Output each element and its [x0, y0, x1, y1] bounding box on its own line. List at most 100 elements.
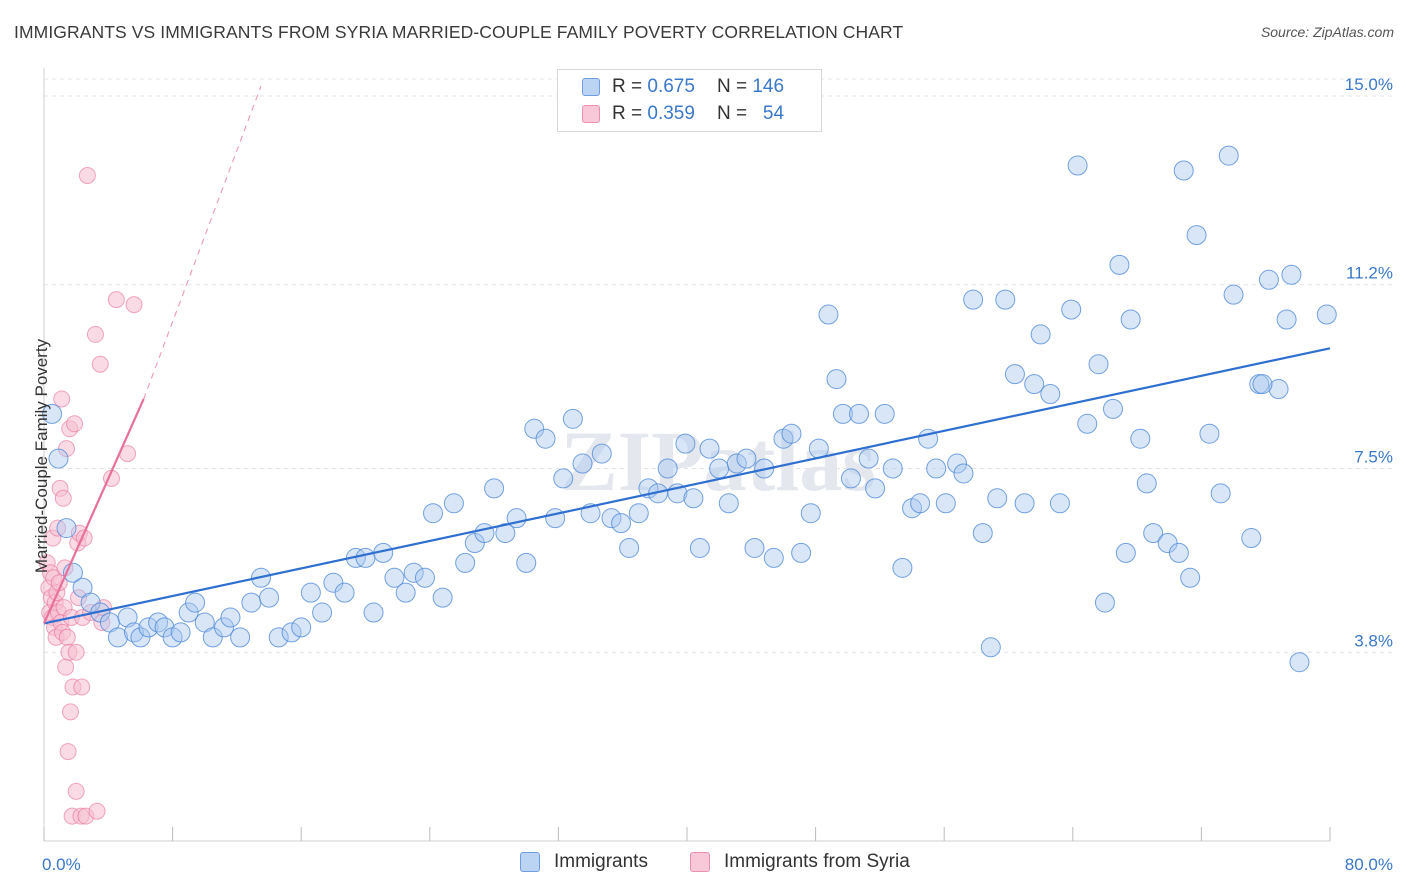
syria-point [78, 166, 96, 184]
immigrants-point [553, 468, 574, 489]
immigrants-point [736, 448, 757, 469]
legend-label-syria: Immigrants from Syria [723, 851, 910, 872]
y-axis-label: Married-Couple Family Poverty [32, 338, 51, 574]
immigrants-point [214, 617, 235, 638]
immigrants-point [1168, 542, 1189, 563]
immigrants-point [840, 468, 861, 489]
immigrants-point [443, 493, 464, 514]
syria-point [73, 678, 91, 696]
immigrants-point [744, 537, 765, 558]
immigrants-point [572, 453, 593, 474]
immigrants-point [910, 493, 931, 514]
immigrants-point [699, 438, 720, 459]
immigrants-point [1077, 413, 1098, 434]
legend-n-label: N = [716, 103, 748, 124]
immigrants-point [1210, 483, 1231, 504]
immigrants-point [1276, 309, 1297, 330]
immigrants-point [763, 547, 784, 568]
immigrants-point [1241, 528, 1262, 549]
x-tick-label: 0.0% [42, 855, 81, 874]
immigrants-point [709, 458, 730, 479]
legend-r-label: R = [612, 76, 643, 97]
immigrants-point [849, 403, 870, 424]
immigrants-point [683, 488, 704, 509]
immigrants-point [117, 607, 138, 628]
legend-r-value: 0.675 [647, 76, 695, 97]
immigrants-point [42, 403, 63, 424]
immigrants-point [1316, 304, 1337, 325]
immigrants-point [259, 587, 280, 608]
syria-point [125, 296, 143, 314]
immigrants-point [591, 443, 612, 464]
immigrants-point [995, 289, 1016, 310]
immigrants-point [130, 627, 151, 648]
immigrants-point [312, 602, 333, 623]
immigrants-point [395, 582, 416, 603]
immigrants-point [484, 478, 505, 499]
syria-point [67, 782, 85, 800]
syria-point [91, 355, 109, 373]
immigrants-point [1281, 264, 1302, 285]
syria-point [107, 291, 125, 309]
syria-point [62, 703, 80, 721]
immigrants-point [1143, 523, 1164, 544]
immigrants-point [107, 627, 128, 648]
legend-n-value: 54 [762, 103, 785, 124]
immigrants-point [334, 582, 355, 603]
syria-point [86, 325, 104, 343]
immigrants-point [1030, 324, 1051, 345]
immigrants-point [170, 622, 191, 643]
immigrants-point [865, 478, 886, 499]
series-legend: Immigrants Immigrants from Syria [520, 851, 952, 873]
immigrants-point [892, 557, 913, 578]
immigrants-swatch [582, 78, 600, 96]
immigrants-point [300, 582, 321, 603]
syria-point [49, 519, 67, 537]
immigrants-point [953, 463, 974, 484]
immigrants-point [987, 488, 1008, 509]
immigrants-point [1115, 542, 1136, 563]
immigrants-point [1024, 374, 1045, 395]
immigrants-point [220, 607, 241, 628]
immigrants-point [882, 458, 903, 479]
immigrants-point [818, 304, 839, 325]
immigrants-point [1130, 428, 1151, 449]
immigrants-point [1268, 379, 1289, 400]
immigrants-point [1014, 493, 1035, 514]
legend-item-syria: Immigrants from Syria [689, 851, 910, 873]
immigrants-point [1061, 299, 1082, 320]
immigrants-point [423, 503, 444, 524]
immigrants-point [1067, 155, 1088, 176]
legend-r-value: 0.359 [647, 103, 695, 124]
syria-point [88, 802, 106, 820]
y-tick-label: 11.2% [1346, 264, 1393, 283]
immigrants-swatch [520, 852, 540, 872]
immigrants-point [495, 523, 516, 544]
immigrants-point [185, 592, 206, 613]
immigrants-point [726, 453, 747, 474]
immigrants-point [432, 587, 453, 608]
immigrants-point [1218, 145, 1239, 166]
immigrants-point [1088, 354, 1109, 375]
immigrants-point [178, 602, 199, 623]
syria-point [66, 415, 84, 433]
immigrants-point [826, 369, 847, 390]
immigrants-point [524, 418, 545, 439]
immigrants-point [562, 408, 583, 429]
legend-row-immigrants: R = 0.675 N = 146 [582, 74, 784, 100]
immigrants-point [268, 627, 289, 648]
immigrants-point [1120, 309, 1141, 330]
immigrants-point [791, 542, 812, 563]
immigrants-point [657, 458, 678, 479]
immigrants-point [545, 508, 566, 529]
immigrants-point [1180, 567, 1201, 588]
legend-row-syria: R = 0.359 N = 54 [582, 101, 784, 127]
immigrants-point [689, 537, 710, 558]
immigrants-point [611, 513, 632, 534]
immigrants-point [384, 567, 405, 588]
immigrants-point [516, 552, 537, 573]
legend-n-label: N = [716, 76, 748, 97]
syria-point [54, 489, 72, 507]
immigrants-point [230, 627, 251, 648]
chart-title: IMMIGRANTS VS IMMIGRANTS FROM SYRIA MARR… [14, 22, 904, 42]
